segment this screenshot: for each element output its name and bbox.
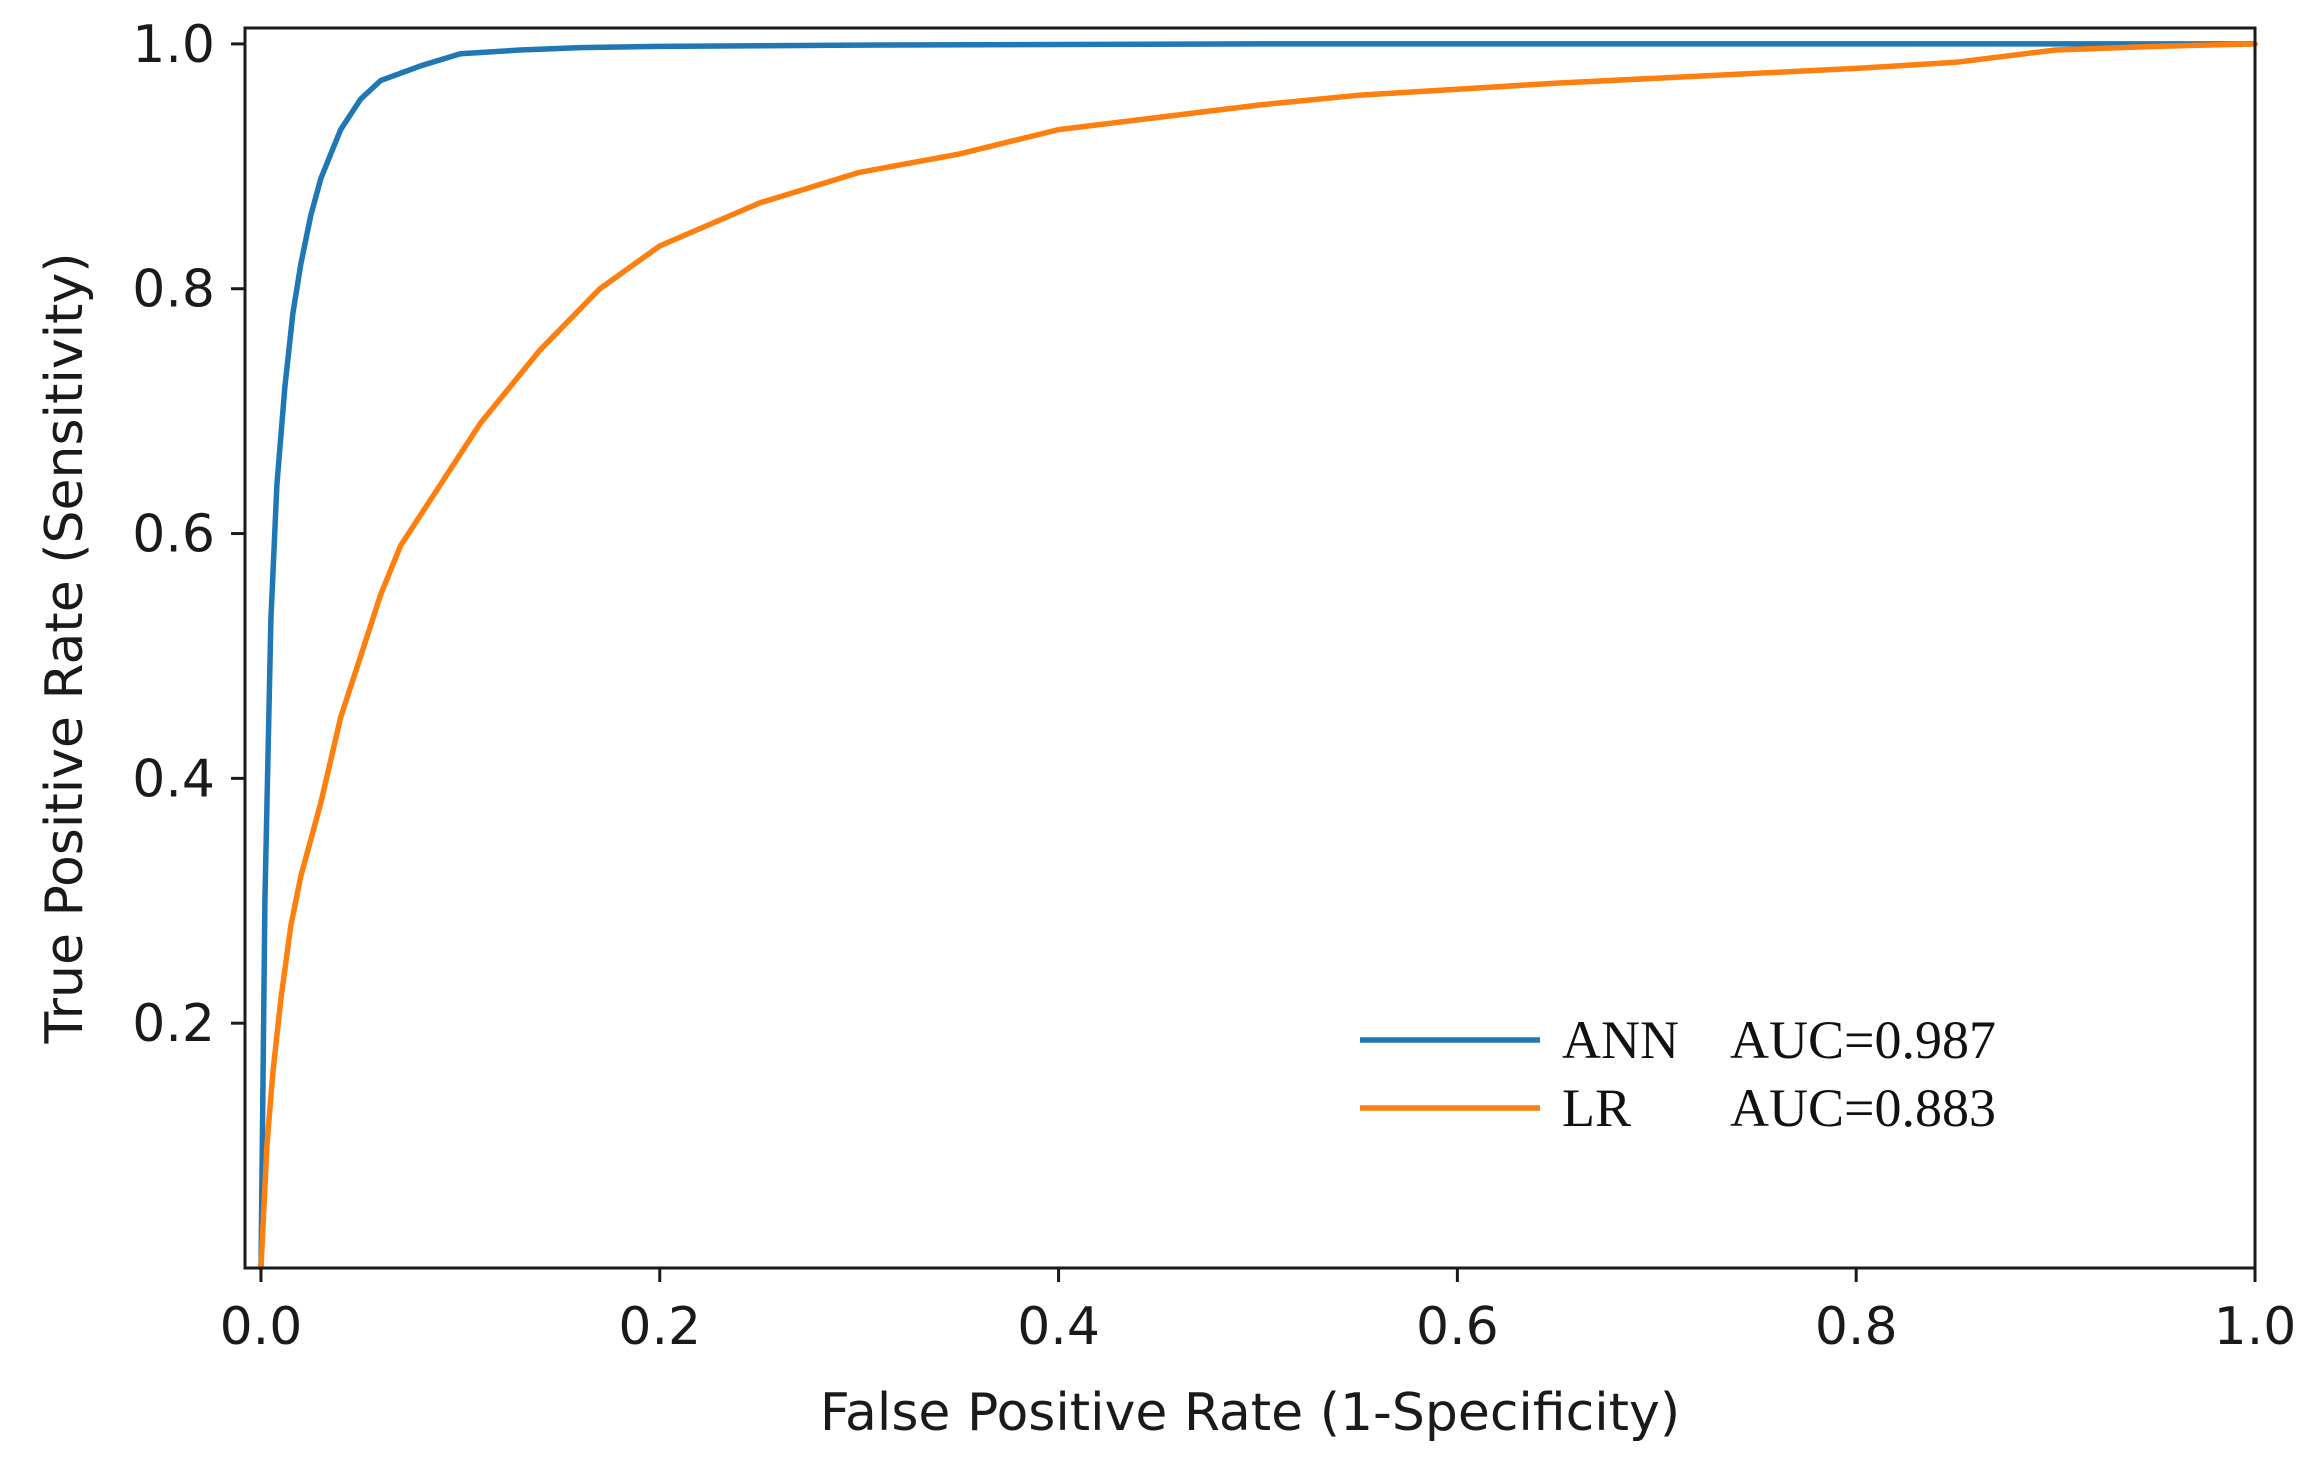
legend-label-lr: LR: [1562, 1078, 1631, 1138]
x-axis-ticks: 0.0 0.2 0.4 0.6 0.8 1.0: [220, 1268, 2297, 1357]
y-tick-label: 0.2: [132, 994, 215, 1054]
series-line-ann: [258, 41, 2258, 1271]
x-tick-label: 0.6: [1416, 1297, 1499, 1357]
x-axis-title: False Positive Rate (1-Specificity): [820, 1383, 1680, 1443]
y-tick-label: 0.4: [132, 749, 215, 809]
x-tick-label: 0.0: [220, 1297, 303, 1357]
y-tick-label: 1.0: [132, 15, 215, 75]
y-axis-ticks: 0.2 0.4 0.6 0.8 1.0: [132, 15, 245, 1054]
plot-area: [243, 26, 2258, 1271]
x-tick-label: 0.2: [618, 1297, 701, 1357]
x-tick-label: 1.0: [2214, 1297, 2297, 1357]
x-tick-label: 0.4: [1017, 1297, 1100, 1357]
plot-frame: [243, 26, 2257, 1270]
legend-auc-lr: AUC=0.883: [1730, 1078, 1996, 1138]
y-axis-title: True Positive Rate (Sensitivity): [35, 252, 95, 1044]
x-tick-label: 0.8: [1815, 1297, 1898, 1357]
legend-auc-ann: AUC=0.987: [1730, 1010, 1996, 1070]
legend-label-ann: ANN: [1562, 1010, 1679, 1070]
y-tick-label: 0.6: [132, 505, 215, 565]
y-tick-label: 0.8: [132, 260, 215, 320]
legend: ANN AUC=0.987 LR AUC=0.883: [1360, 1010, 1996, 1138]
series-line-lr: [258, 41, 2258, 1271]
